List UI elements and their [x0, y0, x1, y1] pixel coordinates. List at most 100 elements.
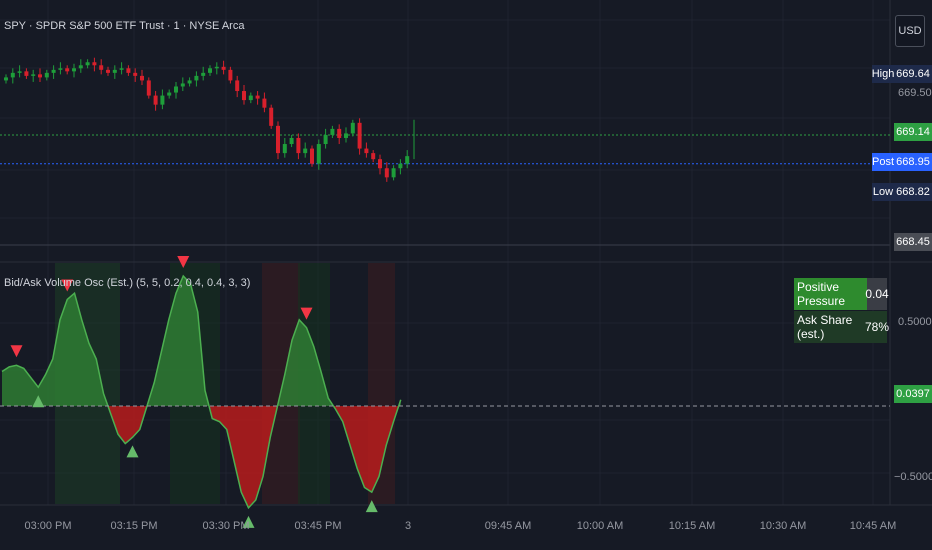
candle-body — [269, 107, 274, 126]
candle-body — [201, 72, 206, 76]
candle-body — [337, 128, 342, 138]
candle-body — [350, 122, 355, 134]
buy-signal-marker — [242, 515, 255, 528]
candle-body — [310, 148, 314, 164]
candle-body — [221, 66, 226, 70]
high-price-label: 669.64 — [894, 65, 932, 83]
candle-body — [371, 153, 376, 160]
candle-body — [344, 133, 348, 138]
candle-body — [255, 95, 260, 99]
table-row: Ask Share (est.) 78% — [794, 311, 889, 343]
candle-body — [364, 148, 369, 154]
time-tick: 10:15 AM — [668, 520, 716, 532]
bottom-price-label: 668.45 — [894, 233, 932, 251]
candle-body — [106, 69, 110, 73]
time-tick: 3 — [404, 520, 412, 532]
candle-body — [17, 71, 22, 73]
candle-body — [72, 68, 76, 72]
candle-body — [146, 80, 151, 96]
time-tick: 10:45 AM — [849, 520, 897, 532]
candle-body — [357, 122, 362, 149]
candle-body — [99, 65, 104, 70]
candle-body — [330, 128, 335, 135]
sell-signal-marker — [177, 255, 190, 268]
candle-body — [248, 95, 253, 101]
candle-body — [282, 144, 287, 154]
high-tag: High — [872, 65, 894, 83]
candle-body — [4, 77, 8, 81]
ask-share-value: 78% — [865, 311, 889, 343]
oscillator-title[interactable]: Bid/Ask Volume Osc (Est.) (5, 5, 0.2, 0.… — [4, 277, 251, 289]
time-tick: 10:30 AM — [759, 520, 807, 532]
candle-body — [24, 71, 29, 76]
low-tag: Low — [872, 183, 894, 201]
symbol-title[interactable]: SPY · SPDR S&P 500 ETF Trust · 1 · NYSE … — [4, 20, 245, 32]
ask-share-label: Ask Share (est.) — [794, 311, 867, 343]
candle-body — [398, 163, 403, 169]
buy-signal-marker — [32, 395, 45, 408]
candle-body — [180, 83, 185, 87]
candle-body — [44, 72, 49, 78]
osc-negative-area — [107, 406, 399, 508]
post-price-label: 668.95 — [894, 153, 932, 171]
candle-body — [214, 66, 219, 69]
osc-axis-bottom: −0.5000 — [894, 471, 932, 483]
sell-signal-marker — [10, 345, 23, 358]
sell-signal-marker — [300, 307, 313, 320]
candle-body — [208, 68, 212, 73]
candle-body — [384, 168, 389, 178]
sell-signal-marker — [61, 279, 74, 292]
candle-body — [126, 68, 131, 73]
candle-body — [140, 75, 144, 81]
pressure-table: Positive Pressure 0.04 Ask Share (est.) … — [794, 278, 889, 344]
pressure-value: 0.04 — [865, 278, 889, 310]
candle-body — [58, 68, 63, 70]
low-price-label: 668.82 — [894, 183, 932, 201]
candle-body — [262, 98, 267, 108]
candle-body — [85, 62, 90, 66]
candle-body — [119, 68, 124, 70]
candle-body — [167, 92, 172, 96]
candle-body — [303, 148, 308, 154]
candle-body — [112, 69, 117, 73]
time-tick: 09:45 AM — [484, 520, 532, 532]
candle-body — [323, 134, 328, 145]
osc-axis-top: 0.5000 — [898, 316, 932, 328]
currency-button[interactable]: USD — [895, 15, 925, 47]
candle-body — [153, 95, 158, 105]
candle-body — [289, 137, 294, 145]
osc-value-label: 0.0397 — [894, 385, 932, 403]
candle-body — [174, 86, 178, 93]
osc-line — [1, 274, 402, 510]
candle-body — [65, 68, 70, 72]
candle-body — [228, 69, 233, 81]
candle-body — [51, 69, 56, 73]
candle-body — [391, 168, 396, 178]
candle-body — [316, 144, 321, 164]
candle-body — [10, 72, 15, 78]
candle-body — [160, 95, 165, 105]
time-tick: 03:00 PM — [24, 520, 72, 532]
candle-body — [38, 74, 42, 78]
post-tag: Post — [872, 153, 894, 171]
candle-body — [133, 72, 138, 76]
candle-body — [378, 159, 382, 169]
price-tick-669-50: 669.50 — [898, 87, 932, 99]
candle-body — [187, 80, 192, 84]
candle-body — [235, 80, 240, 92]
time-tick: 03:45 PM — [294, 520, 342, 532]
time-tick: 03:15 PM — [110, 520, 158, 532]
buy-signal-marker — [365, 500, 378, 513]
pressure-label: Positive Pressure — [794, 278, 867, 310]
candle-body — [194, 75, 199, 81]
candle-body — [92, 62, 97, 66]
candle-body — [296, 137, 301, 154]
buy-signal-marker — [126, 445, 139, 458]
osc-positive-area — [2, 275, 401, 406]
table-row: Positive Pressure 0.04 — [794, 278, 889, 310]
candle-body — [276, 125, 280, 154]
candle-body — [78, 65, 83, 69]
time-tick: 03:30 PM — [202, 520, 250, 532]
